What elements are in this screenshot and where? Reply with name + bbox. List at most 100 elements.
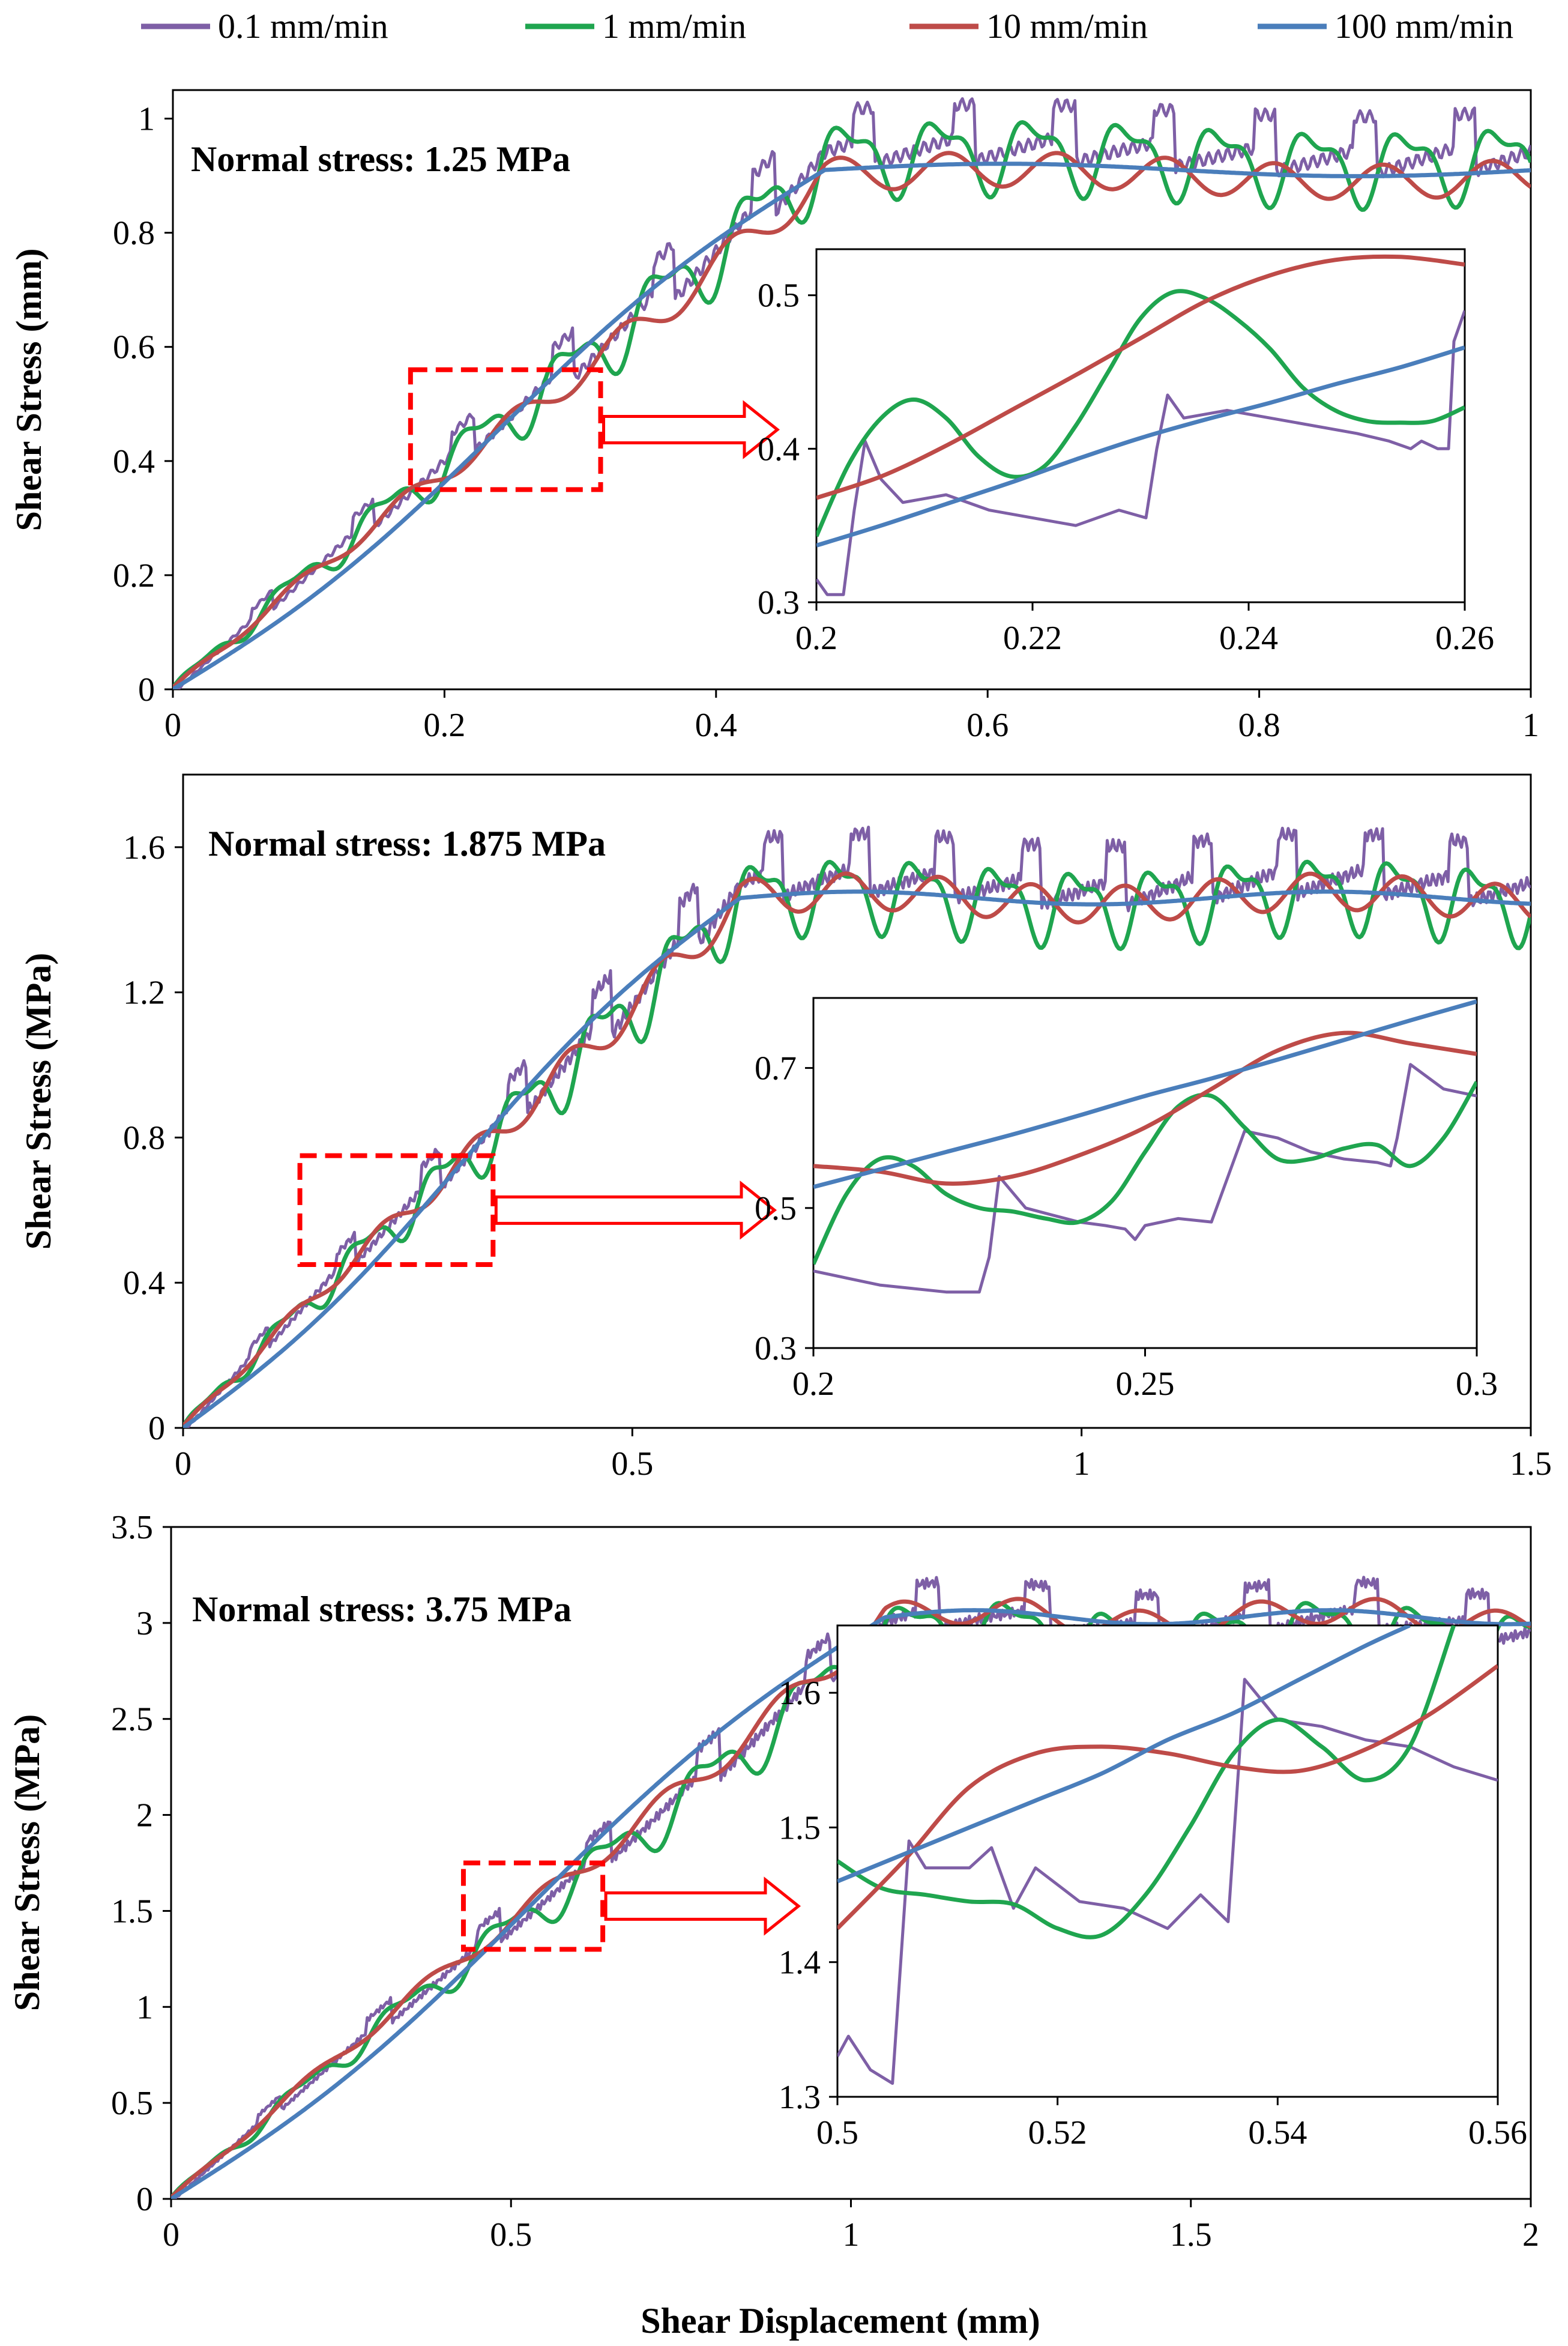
legend-entry-2: 10 mm/min bbox=[909, 7, 1148, 46]
legend-label: 1 mm/min bbox=[602, 7, 746, 46]
inset-y-tick-label: 1.3 bbox=[779, 2079, 821, 2116]
inset-y-tick-label: 1.6 bbox=[779, 1675, 821, 1712]
inset-series-line-0-1-mm-min bbox=[816, 310, 1465, 596]
zoom-box bbox=[297, 1153, 496, 1267]
legend-entry-1: 1 mm/min bbox=[525, 7, 746, 46]
x-tick-label: 1.5 bbox=[1170, 2216, 1212, 2254]
x-tick-label: 1.5 bbox=[1510, 1445, 1552, 1483]
y-tick-label: 3 bbox=[136, 1605, 153, 1642]
y-tick-label: 1 bbox=[136, 1989, 153, 2026]
y-tick-label: 2.5 bbox=[111, 1701, 153, 1738]
series-line-1-mm-min bbox=[173, 120, 1531, 689]
inset-x-tick-label: 0.26 bbox=[1435, 620, 1494, 657]
y-tick-label: 1.2 bbox=[123, 975, 165, 1012]
y-tick-label: 0.6 bbox=[113, 329, 155, 366]
series-line-10-mm-min bbox=[173, 151, 1531, 689]
inset-y-tick-label: 0.5 bbox=[755, 1190, 797, 1227]
zoom-box bbox=[408, 367, 603, 492]
main-curves bbox=[173, 97, 1531, 689]
normal-stress-annotation: Normal stress: 1.875 MPa bbox=[208, 824, 606, 863]
y-tick-label: 0.2 bbox=[113, 557, 155, 594]
plot-frame bbox=[182, 773, 1532, 1429]
inset-plot: 0.2 0.25 0.3 0.3 0.5 0.7 bbox=[755, 997, 1498, 1403]
inset-plot: 0.2 0.22 0.24 0.26 0.3 0.4 0.5 bbox=[758, 248, 1494, 657]
inset-x-tick-label: 0.2 bbox=[795, 620, 837, 657]
y-tick-label: 0 bbox=[148, 1410, 165, 1447]
inset-x-tick-label: 0.3 bbox=[1456, 1365, 1498, 1403]
y-tick-label: 3.5 bbox=[111, 1509, 153, 1546]
x-tick-label: 0 bbox=[164, 707, 181, 744]
zoom-box bbox=[460, 1860, 606, 1952]
series-line-100-mm-min bbox=[183, 889, 1531, 1428]
inset-series-line-10-mm-min bbox=[816, 254, 1465, 500]
series-line-100-mm-min bbox=[173, 162, 1531, 689]
legend-label: 100 mm/min bbox=[1334, 7, 1513, 46]
inset-frame bbox=[815, 248, 1466, 603]
panels: 0 0.2 0.4 0.6 0.8 1 0 0.2 0.4 0.6 0.8 1 Shear Stress… bbox=[7, 89, 1552, 2254]
plot-frame bbox=[172, 89, 1532, 691]
inset-y-tick-label: 0.3 bbox=[755, 1330, 797, 1367]
x-tick-label: 1 bbox=[843, 2216, 860, 2254]
legend-label: 10 mm/min bbox=[986, 7, 1148, 46]
x-tick-label: 0 bbox=[175, 1445, 191, 1483]
series-line-0-1-mm-min bbox=[173, 97, 1531, 689]
y-tick-label: 1.5 bbox=[111, 1893, 153, 1930]
x-tick-label: 0.4 bbox=[695, 707, 737, 744]
inset-y-tick-label: 0.4 bbox=[758, 431, 800, 468]
inset-series-line-100-mm-min bbox=[816, 345, 1465, 548]
inset-y-tick-label: 0.5 bbox=[758, 277, 800, 315]
inset-series-line-100-mm-min bbox=[813, 999, 1477, 1190]
inset-x-tick-label: 0.56 bbox=[1468, 2114, 1527, 2151]
x-axis-label: Shear Displacement (mm) bbox=[641, 2301, 1040, 2341]
y-tick-label: 1.6 bbox=[123, 829, 165, 866]
x-tick-label: 0.8 bbox=[1238, 707, 1280, 744]
y-axis-label: Shear Stress (MPa) bbox=[7, 1714, 47, 2011]
inset-curves bbox=[837, 1625, 1498, 2085]
inset-series-line-100-mm-min bbox=[837, 1625, 1411, 1884]
x-tick-label: 0.6 bbox=[966, 707, 1009, 744]
legend-label: 0.1 mm/min bbox=[218, 7, 388, 46]
panel-3: 0 0.5 1 1.5 2 0 0.5 1 1.5 2 2.5 3 3.5 Shear Stress (M… bbox=[7, 1509, 1539, 2254]
inset-x-tick-label: 0.2 bbox=[792, 1365, 834, 1403]
inset-x-tick-label: 0.54 bbox=[1248, 2114, 1307, 2151]
inset-x-tick-label: 0.5 bbox=[816, 2114, 858, 2151]
inset-y-tick-label: 1.5 bbox=[779, 1809, 821, 1846]
y-tick-label: 0 bbox=[138, 671, 155, 709]
inset-y-tick-label: 0.7 bbox=[755, 1050, 797, 1087]
inset-y-tick-label: 0.3 bbox=[758, 584, 800, 621]
inset-frame bbox=[812, 997, 1478, 1349]
inset-curves bbox=[813, 999, 1477, 1294]
panel-1: 0 0.2 0.4 0.6 0.8 1 0 0.2 0.4 0.6 0.8 1 Shear Stress… bbox=[9, 89, 1539, 744]
inset-x-tick-label: 0.52 bbox=[1028, 2114, 1087, 2151]
legend-entry-0: 0.1 mm/min bbox=[141, 7, 388, 46]
x-tick-label: 1 bbox=[1522, 707, 1539, 744]
x-tick-label: 1 bbox=[1073, 1445, 1090, 1483]
inset-series-line-0-1-mm-min bbox=[837, 1678, 1498, 2085]
inset-plot: 0.5 0.52 0.54 0.56 1.3 1.4 1.5 1.6 bbox=[779, 1624, 1527, 2151]
y-tick-label: 0.8 bbox=[123, 1119, 165, 1156]
y-tick-label: 0 bbox=[136, 2181, 153, 2218]
inset-curves bbox=[816, 254, 1465, 596]
panel-2: 0 0.5 1 1.5 0 0.4 0.8 1.2 1.6 Shear Stress (MPa) N… bbox=[19, 773, 1552, 1483]
zoom-arrow bbox=[604, 1876, 801, 1936]
normal-stress-annotation: Normal stress: 1.25 MPa bbox=[191, 139, 570, 179]
inset-series-line-1-mm-min bbox=[813, 1081, 1477, 1265]
y-axis-label: Shear Stress (MPa) bbox=[19, 953, 58, 1250]
x-tick-label: 0.2 bbox=[423, 707, 465, 744]
y-tick-label: 0.5 bbox=[111, 2085, 153, 2122]
x-tick-label: 0.5 bbox=[611, 1445, 653, 1483]
x-tick-label: 0 bbox=[163, 2216, 179, 2254]
inset-series-line-1-mm-min bbox=[837, 1625, 1456, 1939]
inset-x-tick-label: 0.25 bbox=[1116, 1365, 1175, 1403]
zoom-arrow bbox=[602, 400, 780, 459]
legend-entry-3: 100 mm/min bbox=[1258, 7, 1513, 46]
y-tick-label: 1 bbox=[138, 101, 155, 138]
main-curves bbox=[183, 826, 1531, 1428]
normal-stress-annotation: Normal stress: 3.75 MPa bbox=[192, 1589, 571, 1629]
y-axis-label: Shear Stress (mm) bbox=[9, 248, 49, 531]
series-line-0-1-mm-min bbox=[183, 826, 1531, 1428]
legend: 0.1 mm/min 1 mm/min 10 mm/min 100 mm/min bbox=[141, 7, 1513, 46]
x-tick-label: 0.5 bbox=[490, 2216, 532, 2254]
inset-series-line-1-mm-min bbox=[816, 289, 1465, 537]
